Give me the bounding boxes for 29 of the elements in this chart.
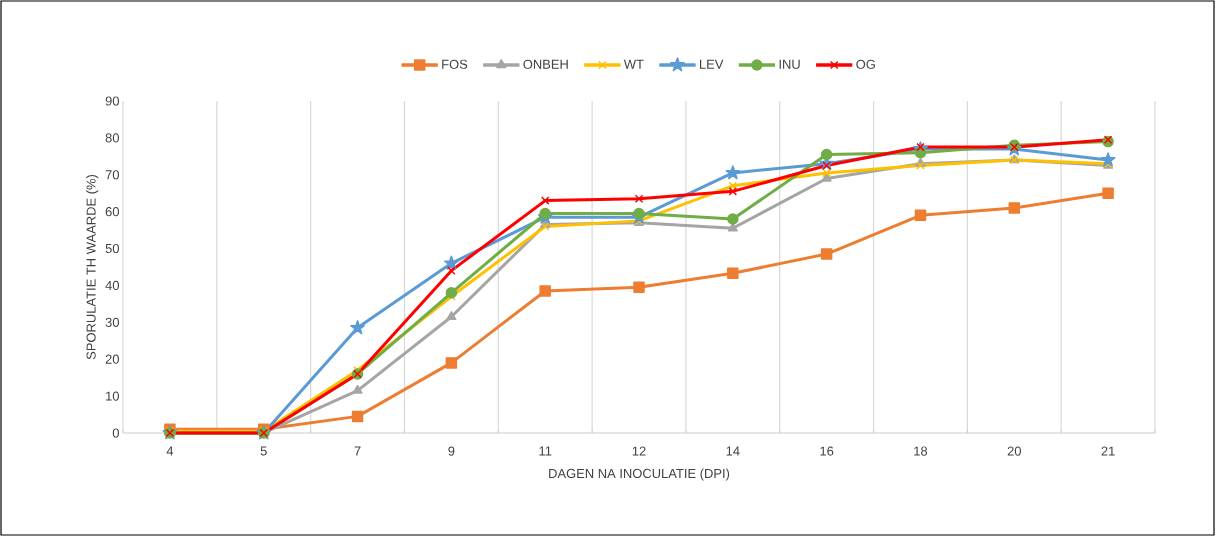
legend-label: OG [856,59,875,69]
legend-label: LEV [700,59,724,69]
x-tick-label: 18 [914,446,928,456]
y-tick-label: 30 [105,317,119,327]
y-tick-label: 90 [105,96,119,106]
x-tick-label: 12 [632,446,646,456]
legend-label: FOS [442,59,468,69]
x-tick-label: 9 [448,446,455,456]
x-tick-label: 11 [539,446,552,456]
y-tick-label: 70 [105,170,119,180]
x-tick-label: 7 [354,446,361,456]
legend-label: WT [623,59,644,69]
y-tick-label: 40 [105,280,119,291]
x-tick-label: 16 [820,446,834,456]
y-tick-label: 60 [105,207,119,217]
x-axis-title: DAGEN NA INOCULATIE (DPI) [549,468,730,481]
legend-label: INU [779,59,800,69]
x-tick-label: 21 [1101,446,1115,456]
x-tick-label: 20 [1007,446,1021,456]
x-tick-label: 4 [166,446,174,456]
y-axis-title: SPORULATIE TH WAARDE (%) [86,174,99,360]
y-tick-label: 10 [106,391,119,401]
y-tick-label: 50 [105,243,119,254]
x-tick-label: 5 [260,446,267,456]
y-tick-label: 20 [105,354,119,364]
y-tick-label: 80 [105,133,119,143]
x-tick-label: 14 [726,446,740,456]
legend-label: ONBEH [523,59,568,69]
y-tick-label: 0 [112,428,119,438]
